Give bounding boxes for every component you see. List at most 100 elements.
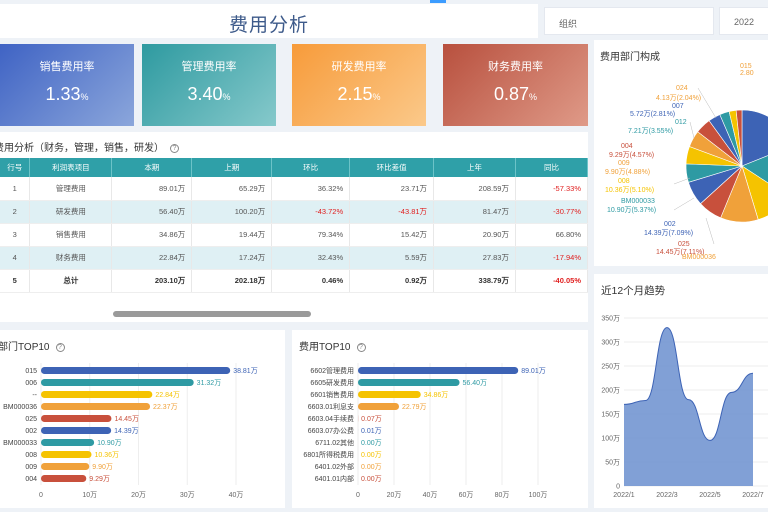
pie-callout-label: 7.21万(3.55%) xyxy=(628,127,673,135)
dept-top10-title-text: 部门TOP10 xyxy=(0,342,50,353)
cost-top10-chart: 0 20万 40万 60万 80万 100万 6602管理费用 89.01万 6605研发费用 5… xyxy=(303,363,547,499)
help-icon[interactable]: ? xyxy=(356,343,366,352)
col-header[interactable]: 环比差值 xyxy=(349,158,435,177)
kpi-card-admin: 管理费用率 3.40% xyxy=(142,44,276,126)
table-horizontal-scrollbar[interactable] xyxy=(113,311,311,317)
pie-leader-line xyxy=(673,197,695,211)
cost-bar[interactable] xyxy=(358,403,400,410)
table-row[interactable]: 2 研发费用 56.40万 100.20万 -43.72% -43.81万 81… xyxy=(0,200,589,224)
col-header[interactable]: 同比 xyxy=(515,158,589,177)
table-title-text: 费用分析（财务，管理，销售，研发） xyxy=(0,143,164,154)
cost-category-label: 6602管理费用 xyxy=(310,366,354,375)
pie-callout-label: 9.90万(4.88%) xyxy=(605,168,650,176)
kpi-unit: % xyxy=(222,92,231,102)
page-title: 费用分析 xyxy=(228,15,309,36)
cell-current: 89.01万 xyxy=(111,177,193,201)
help-icon[interactable]: ? xyxy=(170,144,179,153)
dept-bar[interactable] xyxy=(41,403,151,410)
col-header[interactable]: 利润表项目 xyxy=(29,158,113,177)
cell-rowno: 2 xyxy=(0,200,31,224)
dept-bar[interactable] xyxy=(41,391,153,398)
cell-mom: 0.46% xyxy=(271,269,351,293)
dept-value-label: 10.90万 xyxy=(97,439,122,447)
col-header[interactable]: 上年 xyxy=(433,158,516,177)
pie-leader-line xyxy=(673,177,691,185)
cell-yoy: -17.94% xyxy=(515,246,589,270)
dept-top10-title: 部门TOP10? xyxy=(0,338,65,353)
dept-bar[interactable] xyxy=(41,463,90,470)
pie-leader-line xyxy=(705,217,715,245)
cell-item: 财务费用 xyxy=(29,246,113,270)
dept-category-label: 009 xyxy=(25,464,37,471)
pie-callout-label: 9.29万(4.57%) xyxy=(609,151,654,159)
col-header[interactable]: 上期 xyxy=(191,158,273,177)
pie-callout-label: 4.13万(2.04%) xyxy=(656,94,701,102)
cost-category-label: 6603.01利息支 xyxy=(308,402,354,411)
table-title: 费用分析（财务，管理，销售，研发）? xyxy=(0,139,179,154)
dept-bar[interactable] xyxy=(41,367,231,374)
dept-bar[interactable] xyxy=(41,415,112,422)
help-icon[interactable]: ? xyxy=(55,343,65,352)
active-tab-indicator xyxy=(430,0,446,3)
cost-bar[interactable] xyxy=(358,391,421,398)
cell-current: 56.40万 xyxy=(111,200,193,224)
cost-value-label: 0.00万 xyxy=(361,439,382,447)
dept-value-label: 22.37万 xyxy=(153,403,178,411)
dept-bar[interactable] xyxy=(41,451,92,458)
table-row-total[interactable]: 5 总计 203.10万 202.18万 0.46% 0.92万 338.79万… xyxy=(0,269,589,293)
pie-callout-label: BM000033 xyxy=(621,198,655,205)
dept-value-label: 38.81万 xyxy=(233,367,258,375)
kpi-label: 销售费用率 xyxy=(39,61,95,73)
dept-pie-title: 费用部门构成 xyxy=(600,52,660,63)
table-row[interactable]: 1 管理费用 89.01万 65.29万 36.32% 23.71万 208.5… xyxy=(0,177,589,201)
dept-value-label: 22.84万 xyxy=(155,391,180,399)
cell-rowno: 4 xyxy=(0,246,31,270)
pie-callout-label: 004 xyxy=(621,143,633,150)
dept-value-label: 9.29万 xyxy=(89,475,110,483)
pie-callout-label: 015 xyxy=(740,63,752,70)
cost-x-tick: 20万 xyxy=(387,491,402,499)
pie-callout-label: 10.36万(5.10%) xyxy=(605,186,654,194)
dept-bar[interactable] xyxy=(41,475,87,482)
trend-y-tick: 0 xyxy=(616,484,620,491)
cost-top10-title: 费用TOP10? xyxy=(299,338,366,353)
pie-slice[interactable] xyxy=(735,109,743,167)
org-select[interactable]: 组织 xyxy=(544,7,714,35)
cost-category-label: 6603.04手续费 xyxy=(308,414,354,423)
pie-callout-label: 14.45万(7.11%) xyxy=(656,248,705,256)
cost-value-label: 0.00万 xyxy=(361,475,382,483)
dept-category-label: 002 xyxy=(25,428,37,435)
dept-bar[interactable] xyxy=(41,439,95,446)
table-row[interactable]: 3 销售费用 34.86万 19.44万 79.34% 15.42万 20.90… xyxy=(0,223,589,247)
title-bar: 费用分析 xyxy=(0,4,538,38)
col-header[interactable]: 行号 xyxy=(0,158,31,177)
dept-value-label: 14.39万 xyxy=(114,427,139,435)
table-row[interactable]: 4 财务费用 22.84万 17.24万 32.43% 5.59万 27.83万… xyxy=(0,246,589,270)
cell-item: 管理费用 xyxy=(29,177,113,201)
trend-area xyxy=(624,327,753,486)
dept-category-label: 004 xyxy=(25,476,37,483)
dept-bar[interactable] xyxy=(41,427,112,434)
cost-category-label: 6801所得税费用 xyxy=(303,450,354,459)
col-header[interactable]: 本期 xyxy=(111,158,193,177)
cell-mom: 32.43% xyxy=(271,246,351,270)
dept-x-tick: 0 xyxy=(39,492,43,499)
cell-yoy: -30.77% xyxy=(515,200,589,224)
dept-bar[interactable] xyxy=(41,379,194,386)
cell-previous: 65.29万 xyxy=(191,177,273,201)
pie-slice[interactable] xyxy=(741,145,768,196)
trend-title: 近12个月趋势 xyxy=(601,285,666,297)
col-header[interactable]: 环比 xyxy=(271,158,351,177)
cost-bar[interactable] xyxy=(358,367,519,374)
cost-x-tick: 80万 xyxy=(495,491,510,499)
pie-slice[interactable] xyxy=(741,109,768,167)
pie-callout-label: 2.80 xyxy=(740,70,754,77)
cost-analysis-table: 行号 利润表项目 本期 上期 环比 环比差值 上年 同比 1 管理费用 89.0… xyxy=(0,158,589,293)
year-select[interactable]: 2022 xyxy=(719,7,768,35)
trend-line xyxy=(623,327,754,441)
cost-value-label: 0.00万 xyxy=(361,463,382,471)
cost-bar[interactable] xyxy=(358,379,460,386)
trend-x-tick: 2022/7 xyxy=(742,492,764,499)
cell-rowno: 3 xyxy=(0,223,31,247)
org-select-placeholder: 组织 xyxy=(559,19,578,29)
